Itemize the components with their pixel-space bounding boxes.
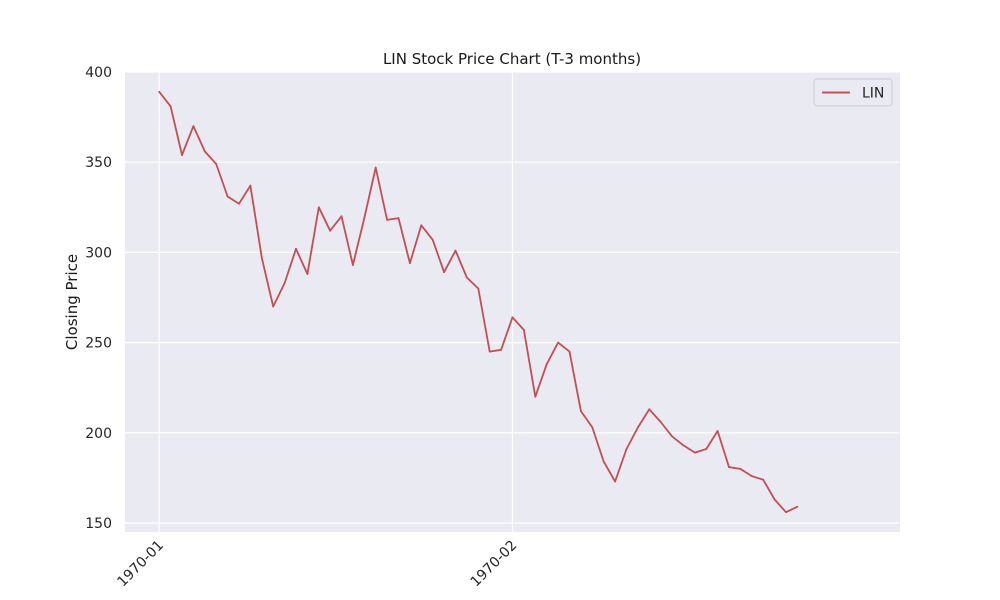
y-tick-label: 150 — [85, 516, 112, 532]
data-point — [454, 249, 457, 252]
data-point — [317, 206, 320, 209]
data-point — [409, 262, 411, 265]
series-layer — [158, 90, 799, 514]
data-point — [659, 421, 662, 423]
data-point — [363, 217, 366, 220]
data-point — [181, 154, 183, 156]
legend-label: LIN — [862, 86, 884, 102]
data-point — [580, 410, 582, 412]
x-tick-labels: 1970-01 1970-02 — [114, 538, 520, 591]
data-point — [329, 229, 331, 232]
y-tick-label: 300 — [85, 245, 112, 261]
data-point — [591, 426, 594, 429]
data-point — [773, 498, 776, 501]
data-point — [750, 475, 753, 477]
data-point — [226, 195, 229, 198]
data-point — [306, 273, 309, 275]
data-point — [158, 90, 161, 93]
y-tick-label: 200 — [85, 426, 112, 442]
data-point — [716, 430, 719, 432]
y-tick-labels: 150 200 250 300 350 400 — [85, 65, 112, 532]
y-axis-label: Closing Price — [63, 254, 81, 350]
x-tick-label: 1970-02 — [468, 538, 521, 591]
data-point — [694, 451, 696, 454]
data-point — [295, 247, 297, 250]
data-point — [272, 305, 275, 308]
data-point — [728, 466, 730, 468]
data-point — [796, 505, 799, 508]
data-point — [352, 264, 354, 266]
grid — [125, 71, 900, 532]
data-point — [625, 448, 628, 450]
data-point — [340, 215, 343, 218]
data-point — [739, 468, 742, 470]
data-point — [374, 166, 377, 169]
data-point — [477, 287, 480, 290]
data-point — [169, 105, 172, 108]
data-point — [215, 163, 218, 165]
data-point — [238, 202, 240, 205]
data-point — [466, 276, 468, 279]
data-point — [762, 478, 765, 481]
data-point — [420, 224, 423, 227]
data-point — [260, 256, 263, 259]
data-point — [192, 125, 195, 127]
y-tick-label: 400 — [85, 65, 112, 81]
data-point — [523, 329, 525, 331]
data-point — [648, 408, 651, 411]
data-point — [443, 271, 445, 274]
data-point — [705, 448, 708, 450]
x-tick-label: 1970-01 — [114, 538, 167, 591]
data-point — [249, 184, 252, 187]
data-point — [602, 460, 605, 463]
data-point — [488, 350, 491, 353]
data-point — [386, 219, 388, 221]
data-point — [283, 282, 286, 284]
chart-title: LIN Stock Price Chart (T-3 months) — [383, 50, 641, 68]
data-point — [534, 395, 537, 398]
data-point — [568, 350, 571, 353]
legend-box — [813, 78, 893, 107]
data-point — [671, 435, 673, 438]
data-point — [614, 480, 616, 483]
data-point — [557, 341, 559, 344]
data-point — [431, 238, 434, 241]
data-point — [203, 150, 206, 153]
data-point — [500, 348, 502, 351]
data-point — [785, 511, 787, 514]
legend: LIN — [813, 78, 893, 107]
data-point — [682, 444, 685, 447]
data-point — [637, 426, 639, 429]
y-tick-label: 350 — [85, 155, 112, 171]
data-point — [397, 217, 400, 220]
data-point — [545, 363, 548, 366]
data-point — [511, 316, 514, 319]
y-tick-label: 250 — [85, 336, 112, 352]
